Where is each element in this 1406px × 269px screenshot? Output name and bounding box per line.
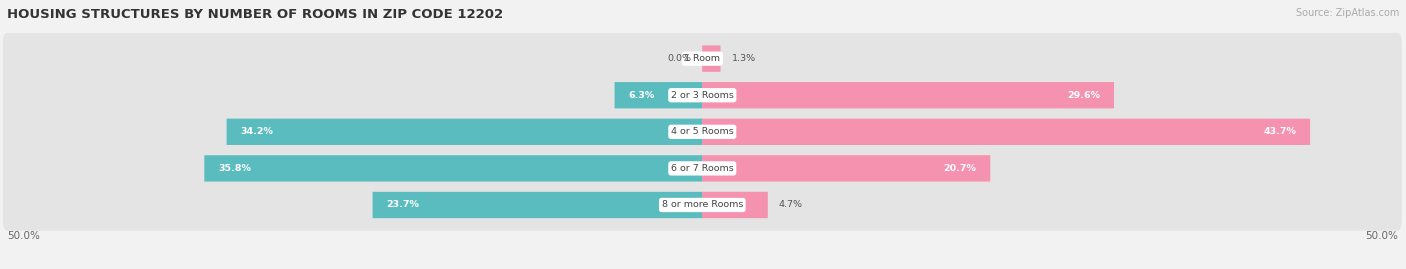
Text: 1 Room: 1 Room bbox=[685, 54, 720, 63]
FancyBboxPatch shape bbox=[702, 82, 1114, 108]
Text: 8 or more Rooms: 8 or more Rooms bbox=[662, 200, 742, 210]
Text: 43.7%: 43.7% bbox=[1263, 127, 1296, 136]
FancyBboxPatch shape bbox=[702, 45, 720, 72]
FancyBboxPatch shape bbox=[226, 119, 703, 145]
Text: 34.2%: 34.2% bbox=[240, 127, 274, 136]
Text: 2 or 3 Rooms: 2 or 3 Rooms bbox=[671, 91, 734, 100]
FancyBboxPatch shape bbox=[204, 155, 703, 182]
Text: Source: ZipAtlas.com: Source: ZipAtlas.com bbox=[1295, 8, 1399, 18]
Text: 35.8%: 35.8% bbox=[218, 164, 252, 173]
Text: 4 or 5 Rooms: 4 or 5 Rooms bbox=[671, 127, 734, 136]
Text: 6.3%: 6.3% bbox=[628, 91, 655, 100]
Text: 50.0%: 50.0% bbox=[1365, 231, 1398, 241]
FancyBboxPatch shape bbox=[702, 119, 1310, 145]
Text: 0.0%: 0.0% bbox=[668, 54, 692, 63]
FancyBboxPatch shape bbox=[3, 33, 1402, 84]
Text: 6 or 7 Rooms: 6 or 7 Rooms bbox=[671, 164, 734, 173]
Text: 20.7%: 20.7% bbox=[943, 164, 976, 173]
FancyBboxPatch shape bbox=[373, 192, 703, 218]
FancyBboxPatch shape bbox=[3, 70, 1402, 121]
FancyBboxPatch shape bbox=[702, 192, 768, 218]
FancyBboxPatch shape bbox=[702, 155, 990, 182]
Text: 50.0%: 50.0% bbox=[7, 231, 39, 241]
Text: 23.7%: 23.7% bbox=[387, 200, 419, 210]
Text: 4.7%: 4.7% bbox=[779, 200, 803, 210]
FancyBboxPatch shape bbox=[3, 143, 1402, 194]
Text: HOUSING STRUCTURES BY NUMBER OF ROOMS IN ZIP CODE 12202: HOUSING STRUCTURES BY NUMBER OF ROOMS IN… bbox=[7, 8, 503, 21]
FancyBboxPatch shape bbox=[3, 179, 1402, 231]
Text: 1.3%: 1.3% bbox=[731, 54, 755, 63]
FancyBboxPatch shape bbox=[614, 82, 703, 108]
FancyBboxPatch shape bbox=[3, 106, 1402, 157]
Text: 29.6%: 29.6% bbox=[1067, 91, 1099, 100]
